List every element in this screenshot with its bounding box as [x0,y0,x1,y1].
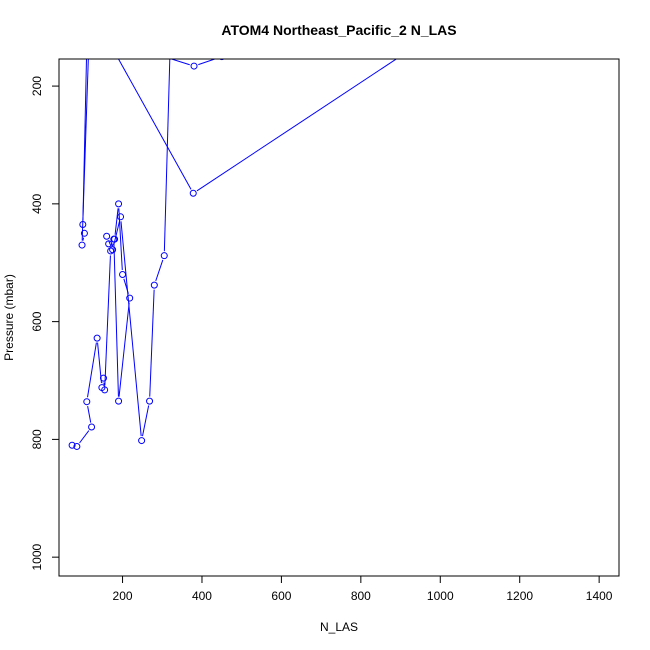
series-segment [81,59,89,241]
y-tick-label: 800 [30,429,44,449]
x-tick-label: 400 [192,589,212,603]
data-point [126,294,134,302]
series-segment [365,16,396,21]
data-point [160,252,168,260]
data-point [219,59,225,61]
series-segment [149,289,155,397]
data-point [115,397,123,405]
plot-frame [58,58,620,577]
data-point [101,386,109,394]
data-point [119,271,127,279]
x-tick-label: 200 [113,589,133,603]
data-point [103,232,111,240]
series-segment [113,221,120,246]
y-tick-label: 600 [30,311,44,331]
data-point [150,281,158,289]
data-point [189,189,197,197]
data-point [138,437,146,445]
y-tick-label: 200 [30,76,44,96]
x-tick-label: 800 [351,589,371,603]
data-point [73,442,81,450]
data-point [68,441,76,449]
series-segment [142,405,150,437]
x-tick-label: 600 [271,589,291,603]
series-segment [87,406,92,423]
series-segment [155,259,164,282]
data-point [88,423,96,431]
series-segment [118,208,123,271]
data-point [79,220,87,228]
data-point [115,200,123,208]
series-segment [405,10,436,15]
series-segment [113,243,119,397]
series-segment [196,59,398,192]
data-point [93,334,101,342]
series-layer [68,4,476,450]
y-axis: 200 400 600 800 1000 [30,76,60,571]
series-segment [120,221,142,437]
series-segment [104,255,111,386]
series-segment [82,237,85,241]
data-point [146,397,154,405]
series-segment [163,59,171,252]
series-segment [117,59,192,190]
x-tick-label: 1000 [427,589,454,603]
data-point [105,240,113,248]
data-point [190,62,198,70]
data-point [83,398,91,406]
data-point [78,241,86,249]
chart-title: ATOM4 Northeast_Pacific_2 N_LAS [221,22,456,38]
x-axis: 200 400 600 800 1000 1200 1400 [113,575,613,603]
data-point [117,213,125,221]
series-segment [87,342,97,398]
series-segment [445,4,476,9]
series-segment [226,40,277,55]
x-tick-label: 1400 [586,589,613,603]
x-axis-label: N_LAS [320,620,358,634]
series-segment [79,430,90,444]
data-point [80,229,88,237]
data-point [99,374,107,382]
series-segment [169,59,190,66]
series-segment [111,243,114,247]
y-tick-label: 400 [30,194,44,214]
data-point [109,246,117,254]
series-segment [114,208,119,235]
data-point [110,235,118,243]
x-tick-label: 1200 [506,589,533,603]
series-segment [118,302,130,397]
y-tick-label: 1000 [30,543,44,570]
y-axis-label: Pressure (mbar) [2,274,16,361]
